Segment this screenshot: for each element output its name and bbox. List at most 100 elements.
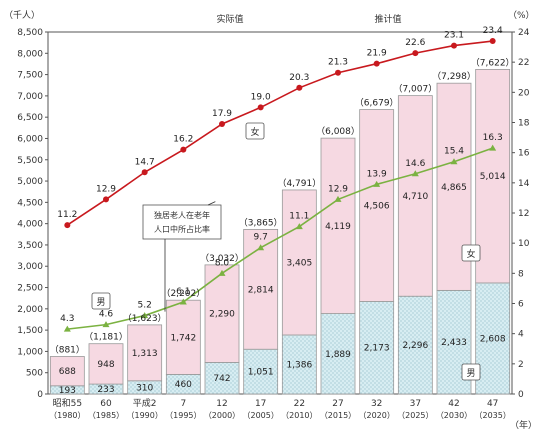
bar-male-label: 233: [97, 385, 114, 395]
callout-line2: 人口中所占比率: [154, 224, 210, 234]
bar-total-label: （2,202）: [161, 288, 205, 299]
left-tick-label: 8,000: [17, 49, 43, 59]
male-bar-tag-box: [461, 363, 481, 381]
left-tick-label: 2,000: [17, 305, 43, 315]
male-line-tag-box: [91, 292, 111, 310]
bar-female: [359, 109, 395, 302]
category-year: （2030）: [436, 411, 472, 420]
male-ratio-label: 15.4: [444, 147, 464, 157]
category-label: 17: [255, 399, 266, 409]
bar-total-label: （3,032）: [200, 253, 244, 264]
female-ratio-point: [103, 196, 109, 203]
female-bar-tag: 女: [466, 248, 475, 260]
bar-male: [281, 334, 317, 395]
category-year: （2025）: [397, 411, 433, 420]
bar-total-label: （3,865）: [239, 217, 283, 228]
bar-female-label: 2,290: [209, 310, 235, 320]
left-tick-label: 8,500: [17, 28, 43, 38]
female-ratio-point: [219, 121, 225, 128]
category-year: （1985）: [88, 411, 124, 420]
right-axis-unit: （%）: [508, 10, 535, 21]
bar-female: [165, 299, 201, 375]
bar-male: [397, 295, 433, 395]
bar-total-label: （4,791）: [277, 178, 321, 189]
male-ratio-point: [334, 195, 342, 202]
bar-female-label: 3,405: [286, 258, 312, 268]
category-label: 37: [410, 399, 421, 409]
bar-male-label: 1,889: [325, 350, 351, 360]
left-tick-label: 1,500: [17, 326, 43, 336]
header-projected: 推计值: [374, 13, 401, 25]
male-ratio-label: 6.1: [176, 287, 190, 297]
category-label: 27: [332, 399, 343, 409]
male-ratio-point: [295, 223, 303, 230]
female-ratio-label: 17.9: [212, 109, 232, 119]
category-label: 47: [487, 399, 498, 409]
female-ratio-point: [451, 42, 457, 49]
left-tick-label: 0: [37, 390, 43, 400]
female-ratio-label: 23.1: [444, 31, 464, 41]
bar-total-label: （1,623）: [123, 313, 167, 324]
male-ratio-point: [411, 170, 419, 177]
bar-female-label: 4,119: [325, 222, 351, 232]
female-ratio-label: 12.9: [96, 184, 116, 194]
female-ratio-label: 22.6: [405, 38, 425, 48]
female-ratio-label: 14.7: [135, 157, 155, 167]
category-label: 昭和55: [53, 398, 82, 409]
male-ratio-label: 8.0: [215, 258, 230, 268]
male-line-tag: 男: [96, 297, 105, 308]
left-tick-label: 3,500: [17, 241, 43, 251]
bar-female-label: 5,014: [480, 172, 506, 182]
male-ratio-point: [63, 325, 71, 332]
bar-total-label: （7,622）: [471, 57, 515, 68]
left-tick-label: 2,500: [17, 284, 43, 294]
callout-box: [142, 204, 222, 240]
bar-male-label: 2,296: [402, 341, 428, 351]
female-ratio-point: [489, 38, 496, 45]
male-ratio-point: [373, 180, 381, 187]
category-label: 12: [216, 399, 227, 409]
female-ratio-line: [66, 40, 493, 226]
female-line-tag: 女: [250, 126, 259, 138]
female-ratio-point: [335, 69, 341, 76]
bar-total-label: （6,008）: [316, 126, 360, 137]
female-ratio-point: [296, 84, 303, 91]
right-tick-label: 10: [518, 239, 530, 249]
male-ratio-point: [141, 312, 149, 319]
bar-female: [127, 324, 163, 382]
male-ratio-point: [450, 158, 458, 165]
right-tick-label: 18: [518, 119, 530, 129]
female-ratio-label: 19.0: [251, 92, 271, 102]
left-tick-label: 7,000: [17, 92, 43, 102]
right-tick-label: 14: [518, 179, 530, 189]
bar-female: [475, 68, 511, 284]
category-year: （1995）: [165, 411, 201, 420]
left-tick-label: 7,500: [17, 71, 43, 81]
male-ratio-label: 13.9: [367, 169, 387, 179]
left-tick-label: 500: [26, 369, 43, 379]
bar-female-label: 1,742: [170, 333, 196, 343]
female-line-tag-box: [245, 122, 265, 140]
left-tick-label: 6,000: [17, 134, 43, 144]
male-bar-tag: 男: [466, 368, 475, 379]
bar-male-label: 460: [175, 380, 192, 390]
male-ratio-label: 4.3: [60, 314, 74, 324]
female-ratio-label: 21.9: [367, 49, 387, 59]
category-label: 平成2: [133, 397, 157, 409]
female-bar-tag-box: [461, 244, 481, 262]
female-ratio-point: [64, 222, 71, 229]
right-tick-label: 20: [518, 88, 530, 98]
female-ratio-label: 20.3: [289, 73, 309, 83]
left-tick-label: 3,000: [17, 262, 43, 272]
right-tick-label: 0: [518, 390, 524, 400]
bar-male-label: 1,386: [286, 360, 312, 370]
left-tick-label: 4,000: [17, 220, 43, 230]
female-ratio-label: 16.2: [173, 135, 193, 145]
bar-female: [320, 137, 356, 314]
bar-female-label: 4,865: [441, 183, 467, 193]
category-year: （2015）: [320, 411, 356, 420]
category-label: 22: [294, 399, 305, 409]
bar-female: [49, 356, 85, 387]
bar-male: [320, 313, 356, 395]
